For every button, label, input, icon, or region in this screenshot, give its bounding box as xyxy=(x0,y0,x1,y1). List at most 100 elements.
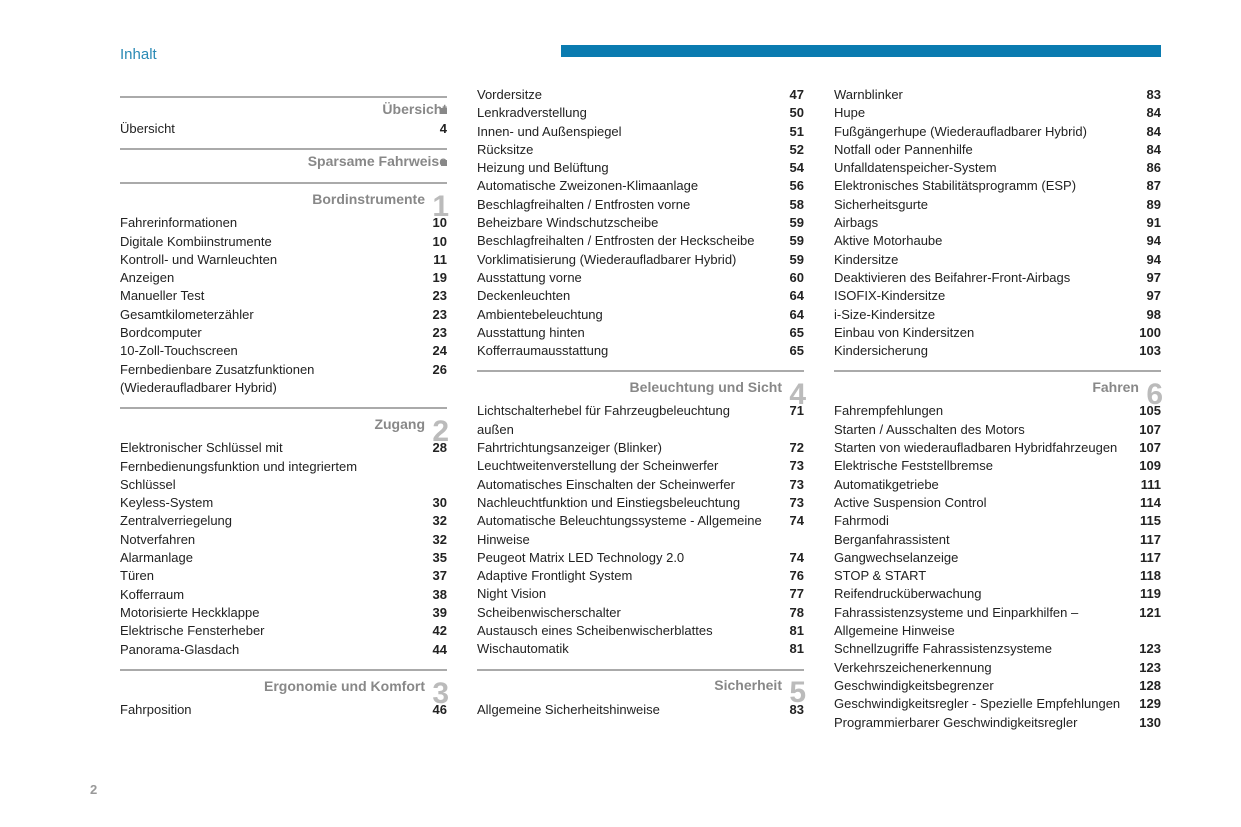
toc-entry[interactable]: Aktive Motorhaube94 xyxy=(834,232,1161,250)
toc-entry[interactable]: Gangwechselanzeige117 xyxy=(834,549,1161,567)
toc-entry[interactable]: Alarmanlage35 xyxy=(120,549,447,567)
toc-entry-page: 60 xyxy=(776,269,804,287)
toc-entry[interactable]: Ambientebeleuchtung64 xyxy=(477,306,804,324)
toc-entry[interactable]: 10-Zoll-Touchscreen24 xyxy=(120,342,447,360)
toc-entry[interactable]: Programmierbarer Geschwindigkeitsregler1… xyxy=(834,714,1161,732)
toc-entry[interactable]: Kindersitze94 xyxy=(834,251,1161,269)
toc-entry-page: 111 xyxy=(1133,476,1161,494)
toc-entry-label: Automatisches Einschalten der Scheinwerf… xyxy=(477,476,776,494)
toc-entry[interactable]: Ausstattung vorne60 xyxy=(477,269,804,287)
toc-entry[interactable]: Geschwindigkeitsregler - Spezielle Empfe… xyxy=(834,695,1161,713)
toc-entry-label: Alarmanlage xyxy=(120,549,419,567)
toc-entry[interactable]: Einbau von Kindersitzen100 xyxy=(834,324,1161,342)
toc-entry[interactable]: Hupe84 xyxy=(834,104,1161,122)
toc-entry-label: Elektronischer Schlüssel mit Fernbedienu… xyxy=(120,439,419,494)
toc-entry[interactable]: Motorisierte Heckklappe39 xyxy=(120,604,447,622)
toc-entry-page: 94 xyxy=(1133,232,1161,250)
toc-entry[interactable]: Beschlagfreihalten / Entfrosten der Heck… xyxy=(477,232,804,250)
toc-entry[interactable]: Nachleuchtfunktion und Einstiegsbeleucht… xyxy=(477,494,804,512)
toc-page: Inhalt ÜbersichtÜbersicht4Sparsame Fahrw… xyxy=(0,0,1241,827)
toc-entry[interactable]: Fußgängerhupe (Wiederaufladbarer Hybrid)… xyxy=(834,123,1161,141)
toc-entry[interactable]: Austausch eines Scheibenwischerblattes81 xyxy=(477,622,804,640)
toc-entry[interactable]: Fahrempfehlungen105 xyxy=(834,402,1161,420)
toc-entry[interactable]: i-Size-Kindersitze98 xyxy=(834,306,1161,324)
toc-entry[interactable]: Verkehrszeichenerkennung123 xyxy=(834,659,1161,677)
toc-entry[interactable]: Türen37 xyxy=(120,567,447,585)
toc-entry[interactable]: Leuchtweitenverstellung der Scheinwerfer… xyxy=(477,457,804,475)
toc-entry[interactable]: Digitale Kombiinstrumente10 xyxy=(120,233,447,251)
toc-entry[interactable]: Deaktivieren des Beifahrer-Front-Airbags… xyxy=(834,269,1161,287)
toc-entry[interactable]: STOP & START118 xyxy=(834,567,1161,585)
toc-entry-page: 100 xyxy=(1133,324,1161,342)
toc-entry[interactable]: Beheizbare Windschutzscheibe59 xyxy=(477,214,804,232)
toc-entry[interactable]: Panorama-Glasdach44 xyxy=(120,641,447,659)
toc-entry[interactable]: Manueller Test23 xyxy=(120,287,447,305)
toc-entry[interactable]: Starten / Ausschalten des Motors107 xyxy=(834,421,1161,439)
toc-entry[interactable]: Zentralverriegelung32 xyxy=(120,512,447,530)
toc-entry[interactable]: Active Suspension Control114 xyxy=(834,494,1161,512)
toc-entry-page: 37 xyxy=(419,567,447,585)
toc-entry[interactable]: Adaptive Frontlight System76 xyxy=(477,567,804,585)
toc-entry[interactable]: Fahrtrichtungsanzeiger (Blinker)72 xyxy=(477,439,804,457)
toc-entry[interactable]: Fahrposition46 xyxy=(120,701,447,719)
toc-entry[interactable]: Elektrische Fensterheber42 xyxy=(120,622,447,640)
toc-entry-label: Schnellzugriffe Fahrassistenzsysteme xyxy=(834,640,1133,658)
toc-entry-page: 129 xyxy=(1133,695,1161,713)
toc-entry[interactable]: Fahrerinformationen10 xyxy=(120,214,447,232)
section-number: 5 xyxy=(789,684,806,702)
toc-entry[interactable]: Fernbedienbare Zusatzfunktionen (Wiedera… xyxy=(120,361,447,398)
toc-entry[interactable]: Reifendrucküberwachung119 xyxy=(834,585,1161,603)
toc-entry[interactable]: Kontroll- und Warnleuchten11 xyxy=(120,251,447,269)
toc-entry[interactable]: Vordersitze47 xyxy=(477,86,804,104)
toc-entry[interactable]: Fahrassistenzsysteme und Einparkhilfen –… xyxy=(834,604,1161,641)
section-heading: Sicherheit5 xyxy=(477,673,804,701)
toc-entry[interactable]: Notverfahren32 xyxy=(120,531,447,549)
toc-entry[interactable]: Scheibenwischerschalter78 xyxy=(477,604,804,622)
toc-entry[interactable]: Unfalldatenspeicher-System86 xyxy=(834,159,1161,177)
toc-entry[interactable]: Allgemeine Sicherheitshinweise83 xyxy=(477,701,804,719)
toc-entry[interactable]: Deckenleuchten64 xyxy=(477,287,804,305)
toc-entry[interactable]: Automatische Zweizonen-Klimaanlage56 xyxy=(477,177,804,195)
toc-entry[interactable]: Beschlagfreihalten / Entfrosten vorne58 xyxy=(477,196,804,214)
toc-entry-page: 65 xyxy=(776,342,804,360)
toc-entry[interactable]: Innen- und Außenspiegel51 xyxy=(477,123,804,141)
toc-entry[interactable]: Automatikgetriebe111 xyxy=(834,476,1161,494)
toc-entry[interactable]: Night Vision77 xyxy=(477,585,804,603)
toc-entry[interactable]: Rücksitze52 xyxy=(477,141,804,159)
toc-entry[interactable]: Kofferraum38 xyxy=(120,586,447,604)
toc-entry[interactable]: Sicherheitsgurte89 xyxy=(834,196,1161,214)
toc-entry[interactable]: Warnblinker83 xyxy=(834,86,1161,104)
toc-entry[interactable]: ISOFIX-Kindersitze97 xyxy=(834,287,1161,305)
toc-entry[interactable]: Heizung und Belüftung54 xyxy=(477,159,804,177)
toc-entry[interactable]: Wischautomatik81 xyxy=(477,640,804,658)
toc-entry-label: Adaptive Frontlight System xyxy=(477,567,776,585)
toc-entry[interactable]: Gesamtkilometerzähler23 xyxy=(120,306,447,324)
toc-entry[interactable]: Lichtschalterhebel für Fahrzeugbeleuchtu… xyxy=(477,402,804,439)
toc-entry[interactable]: Bordcomputer23 xyxy=(120,324,447,342)
toc-entry[interactable]: Anzeigen19 xyxy=(120,269,447,287)
toc-entry[interactable]: Übersicht4 xyxy=(120,120,447,138)
toc-entry[interactable]: Elektrische Feststellbremse109 xyxy=(834,457,1161,475)
toc-entry[interactable]: Kindersicherung103 xyxy=(834,342,1161,360)
toc-entry[interactable]: Keyless-System30 xyxy=(120,494,447,512)
toc-entry[interactable]: Berganfahrassistent117 xyxy=(834,531,1161,549)
toc-entry[interactable]: Vorklimatisierung (Wiederaufladbarer Hyb… xyxy=(477,251,804,269)
toc-entry[interactable]: Lenkradverstellung50 xyxy=(477,104,804,122)
toc-entry-page: 39 xyxy=(419,604,447,622)
toc-entry[interactable]: Schnellzugriffe Fahrassistenzsysteme123 xyxy=(834,640,1161,658)
toc-entry[interactable]: Kofferraumausstattung65 xyxy=(477,342,804,360)
toc-entry[interactable]: Geschwindigkeitsbegrenzer128 xyxy=(834,677,1161,695)
toc-entry-label: Notfall oder Pannenhilfe xyxy=(834,141,1133,159)
toc-entry[interactable]: Automatisches Einschalten der Scheinwerf… xyxy=(477,476,804,494)
toc-entry[interactable]: Ausstattung hinten65 xyxy=(477,324,804,342)
section-divider xyxy=(120,669,447,671)
toc-entry[interactable]: Notfall oder Pannenhilfe84 xyxy=(834,141,1161,159)
toc-entry[interactable]: Starten von wiederaufladbaren Hybridfahr… xyxy=(834,439,1161,457)
toc-entry[interactable]: Automatische Beleuchtungssysteme - Allge… xyxy=(477,512,804,549)
toc-entry[interactable]: Elektronisches Stabilitätsprogramm (ESP)… xyxy=(834,177,1161,195)
section-divider xyxy=(120,96,447,98)
toc-entry[interactable]: Peugeot Matrix LED Technology 2.074 xyxy=(477,549,804,567)
toc-entry[interactable]: Airbags91 xyxy=(834,214,1161,232)
toc-entry[interactable]: Fahrmodi115 xyxy=(834,512,1161,530)
toc-entry[interactable]: Elektronischer Schlüssel mit Fernbedienu… xyxy=(120,439,447,494)
